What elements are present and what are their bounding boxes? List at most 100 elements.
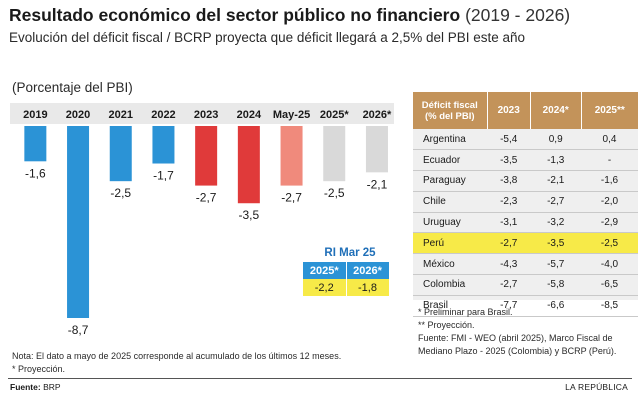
bar — [280, 126, 303, 186]
value-cell: -3,1 — [487, 212, 531, 234]
country-cell: Paraguay — [413, 170, 487, 192]
region-table-notes: * Preliminar para Brasil. ** Proyección.… — [418, 306, 633, 358]
country-cell: Ecuador — [413, 149, 487, 172]
source-label: Fuente: — [10, 382, 41, 392]
value-cell: -5,7 — [530, 253, 582, 276]
bar-value-label: -2,7 — [281, 191, 302, 205]
table-row: Chile -2,3 -2,7 -2,0 — [413, 191, 638, 213]
chart-title: Resultado económico del sector público n… — [9, 5, 570, 26]
region-note-1: * Preliminar para Brasil. — [418, 307, 513, 317]
country-cell: Uruguay — [413, 212, 487, 234]
value-cell: -2,0 — [581, 191, 638, 213]
bar-value-label: -8,7 — [68, 323, 89, 337]
chart-notes: Nota: El dato a mayo de 2025 corresponde… — [12, 350, 341, 376]
bar-chart: 2019 -1,6 2020 -8,7 2021 -2,5 2022 -1,7 2023 -2,7… — [10, 103, 394, 337]
bar — [237, 126, 260, 204]
x-tick-label: May-25 — [273, 109, 310, 121]
value-cell: -2,7 — [487, 274, 531, 296]
value-cell: -2,7 — [530, 191, 582, 213]
country-cell: Brasil — [413, 295, 487, 317]
region-header-2024: 2024* — [530, 92, 582, 129]
value-cell: -3,2 — [530, 212, 582, 234]
value-cell: -1,6 — [581, 170, 638, 192]
bar-value-label: -3,5 — [239, 208, 260, 222]
region-note-2: ** Proyección. — [418, 320, 475, 330]
bar-value-label: -2,5 — [110, 186, 131, 200]
value-cell: -4,0 — [581, 253, 638, 276]
ri-header-2026: 2026* — [346, 262, 390, 279]
bar-value-label: -1,7 — [153, 169, 174, 183]
value-cell: -8,5 — [581, 295, 638, 317]
chart-note-1: Nota: El dato a mayo de 2025 corresponde… — [12, 351, 342, 361]
x-tick-label: 2020 — [66, 109, 90, 121]
region-header-line2: (% del PBI) — [424, 110, 475, 122]
value-cell: -6,6 — [530, 295, 582, 317]
x-tick-label: 2024 — [237, 109, 262, 121]
bar-value-label: -1,6 — [25, 166, 46, 180]
value-cell: -2,3 — [487, 191, 531, 213]
table-row: Brasil -7,7 -6,6 -8,5 — [413, 295, 638, 317]
table-row: Argentina -5,4 0,9 0,4 — [413, 129, 638, 151]
value-cell: -6,5 — [581, 274, 638, 296]
region-note-3: Fuente: FMI - WEO (abril 2025), Marco Fi… — [418, 333, 617, 356]
value-cell: -7,7 — [487, 295, 531, 317]
value-cell: -2,9 — [581, 212, 638, 234]
table-row: Paraguay -3,8 -2,1 -1,6 — [413, 170, 638, 192]
value-cell: -4,3 — [487, 253, 531, 276]
value-cell: - — [581, 149, 638, 172]
bar — [152, 126, 175, 164]
ri-value-2025: -2,2 — [303, 279, 347, 296]
bar — [365, 126, 388, 173]
region-header-country: Déficit fiscal (% del PBI) — [413, 92, 488, 129]
footer-divider — [8, 378, 632, 379]
x-tick-label: 2022 — [151, 109, 175, 121]
value-cell: 0,4 — [581, 129, 638, 151]
chart-subtitle: Evolución del déficit fiscal / BCRP proy… — [9, 30, 526, 45]
x-tick-label: 2023 — [194, 109, 218, 121]
x-tick-label: 2021 — [109, 109, 133, 121]
table-row: Ecuador -3,5 -1,3- — [413, 149, 638, 172]
table-row: Uruguay -3,1 -3,2 -2,9 — [413, 212, 638, 234]
region-table-header: Déficit fiscal (% del PBI) 2023 2024* 20… — [413, 92, 638, 129]
bar — [67, 126, 90, 318]
x-tick-label: 2026* — [363, 109, 392, 121]
bar-value-label: -2,5 — [324, 186, 345, 200]
value-cell: -5,4 — [487, 129, 531, 151]
ri-table-title: RI Mar 25 — [324, 247, 376, 259]
bar — [24, 126, 47, 162]
bar — [323, 126, 346, 182]
ri-table: 2025* 2026* -2,2 -1,8 — [303, 262, 390, 296]
value-cell: -5,8 — [530, 274, 582, 296]
source-value: BRP — [43, 382, 61, 392]
source-credit: Fuente: BRP — [10, 382, 61, 392]
region-deficit-table: Déficit fiscal (% del PBI) 2023 2024* 20… — [413, 92, 638, 317]
bar — [195, 126, 218, 186]
year-header-band — [10, 103, 394, 124]
country-cell: Argentina — [413, 129, 487, 151]
table-row-highlight: Perú -2,7 -3,5 -2,5 — [413, 232, 638, 255]
chart-note-2: * Proyección. — [12, 364, 66, 374]
region-header-2025: 2025** — [581, 92, 638, 129]
country-cell: Colombia — [413, 274, 487, 296]
value-cell: -3,5 — [487, 149, 531, 172]
bar — [109, 126, 132, 182]
region-header-2023: 2023 — [487, 92, 531, 129]
value-cell: 0,9 — [530, 129, 582, 151]
table-row: México -4,3 -5,7 -4,0 — [413, 253, 638, 276]
x-tick-label: 2025* — [320, 109, 349, 121]
country-cell: México — [413, 253, 487, 276]
bar-value-label: -2,1 — [367, 177, 388, 191]
ri-header-2025: 2025* — [303, 262, 347, 279]
value-cell: -2,5 — [581, 232, 638, 255]
value-cell: -3,8 — [487, 170, 531, 192]
value-cell: -3,5 — [530, 232, 582, 255]
brand-logo: LA REPÚBLICA — [565, 382, 628, 392]
country-cell: Chile — [413, 191, 487, 213]
chart-title-text: Resultado económico del sector público n… — [9, 5, 461, 25]
ri-value-2026: -1,8 — [346, 279, 390, 296]
bar-value-label: -2,7 — [196, 191, 217, 205]
value-cell: -2,7 — [487, 232, 531, 255]
region-header-line1: Déficit fiscal — [421, 99, 478, 111]
y-axis-label: (Porcentaje del PBI) — [12, 80, 133, 95]
country-cell: Perú — [413, 232, 487, 255]
